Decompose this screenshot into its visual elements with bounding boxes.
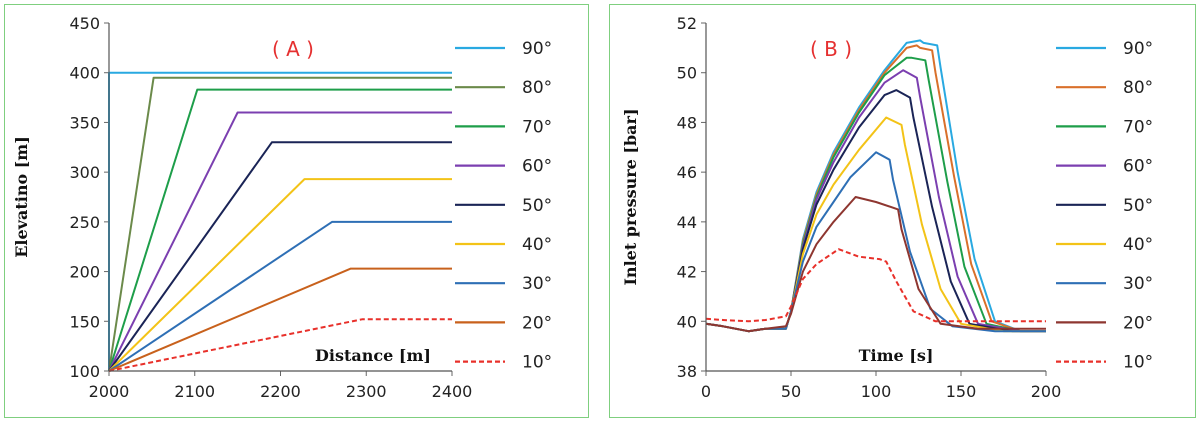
x-tick-label: 150: [946, 382, 977, 401]
inlet-pressure-chart: 38 40 42 44 46 48 50 52 0 50 100 150 200 ( B ) Time [s…: [621, 14, 1153, 401]
y-tick-label: 48: [677, 113, 697, 132]
series-line-80deg: [108, 76, 452, 372]
legend-label: 50°: [522, 196, 552, 216]
x-tick-label: 200: [1031, 382, 1062, 401]
y-tick-label: 400: [69, 64, 100, 83]
y-tick-label: 52: [677, 14, 697, 33]
y-tick-label: 100: [69, 362, 100, 381]
panel-b: 38 40 42 44 46 48 50 52 0 50 100 150 200 ( B ) Time [s…: [609, 4, 1196, 418]
legend-label: 70°: [522, 117, 552, 137]
legend-label: 60°: [522, 157, 552, 177]
y-tick-label: 38: [677, 362, 697, 381]
y-tick-label: 150: [69, 312, 100, 331]
x-tick-label: 2300: [346, 382, 387, 401]
series-line-60deg: [108, 111, 452, 372]
legend-label: 70°: [1123, 117, 1153, 137]
legend-label: 10°: [1123, 353, 1153, 373]
legend-label: 30°: [1123, 274, 1153, 294]
y-tick-label: 200: [69, 263, 100, 282]
legend-label: 90°: [1123, 39, 1153, 59]
x-axis-title: Distance [m]: [315, 346, 431, 365]
series-line-10deg: [108, 318, 452, 372]
legend-label: 80°: [522, 78, 552, 98]
x-tick-label: 2100: [174, 382, 215, 401]
legend-label: 60°: [1123, 157, 1153, 177]
x-tick-label: 100: [861, 382, 892, 401]
x-tick-label: 0: [701, 382, 711, 401]
y-tick-label: 42: [677, 263, 697, 282]
x-tick-label: 2000: [89, 382, 130, 401]
x-axis-title: Time [s]: [859, 346, 934, 365]
series-line-10deg: [705, 248, 1046, 323]
y-tick-label: 46: [677, 163, 697, 182]
panel-a: 100 150 200 250 300 350 400 450 2000 2100 2200 2300…: [4, 4, 589, 418]
legend-label: 40°: [1123, 235, 1153, 255]
y-tick-label: 40: [677, 312, 697, 331]
legend-label: 80°: [1123, 78, 1153, 98]
legend-label: 30°: [522, 274, 552, 294]
legend-label: 40°: [522, 235, 552, 255]
series-line-20deg: [705, 196, 1046, 333]
y-tick-label: 300: [69, 163, 100, 182]
x-tick-label: 2400: [432, 382, 473, 401]
series-line-40deg: [108, 178, 452, 372]
y-tick-label: 450: [69, 14, 100, 33]
y-tick-label: 44: [677, 213, 697, 232]
series-line-40deg: [705, 116, 1046, 333]
y-axis-title: Elevatino [m]: [12, 136, 31, 258]
legend-label: 50°: [1123, 196, 1153, 216]
series-line-50deg: [705, 89, 1046, 333]
elevation-chart: 100 150 200 250 300 350 400 450 2000 2100 2200 2300…: [12, 14, 552, 401]
legend-label: 20°: [1123, 313, 1153, 333]
series-line-70deg: [705, 56, 1046, 333]
panel-label: ( A ): [272, 37, 314, 61]
series-line-30deg: [108, 220, 452, 372]
series-line-70deg: [108, 88, 452, 372]
legend-label: 10°: [522, 353, 552, 373]
series-line-20deg: [108, 267, 452, 372]
y-axis-title: Inlet pressure [bar]: [621, 108, 640, 285]
y-tick-label: 250: [69, 213, 100, 232]
x-tick-label: 2200: [260, 382, 301, 401]
series-line-60deg: [705, 69, 1046, 333]
y-tick-label: 50: [677, 64, 697, 83]
legend-label: 20°: [522, 313, 552, 333]
y-tick-label: 350: [69, 113, 100, 132]
x-tick-label: 50: [781, 382, 801, 401]
panel-label: ( B ): [810, 37, 852, 61]
series-line-50deg: [108, 141, 452, 372]
legend-label: 90°: [522, 39, 552, 59]
series-line-30deg: [705, 151, 1046, 333]
